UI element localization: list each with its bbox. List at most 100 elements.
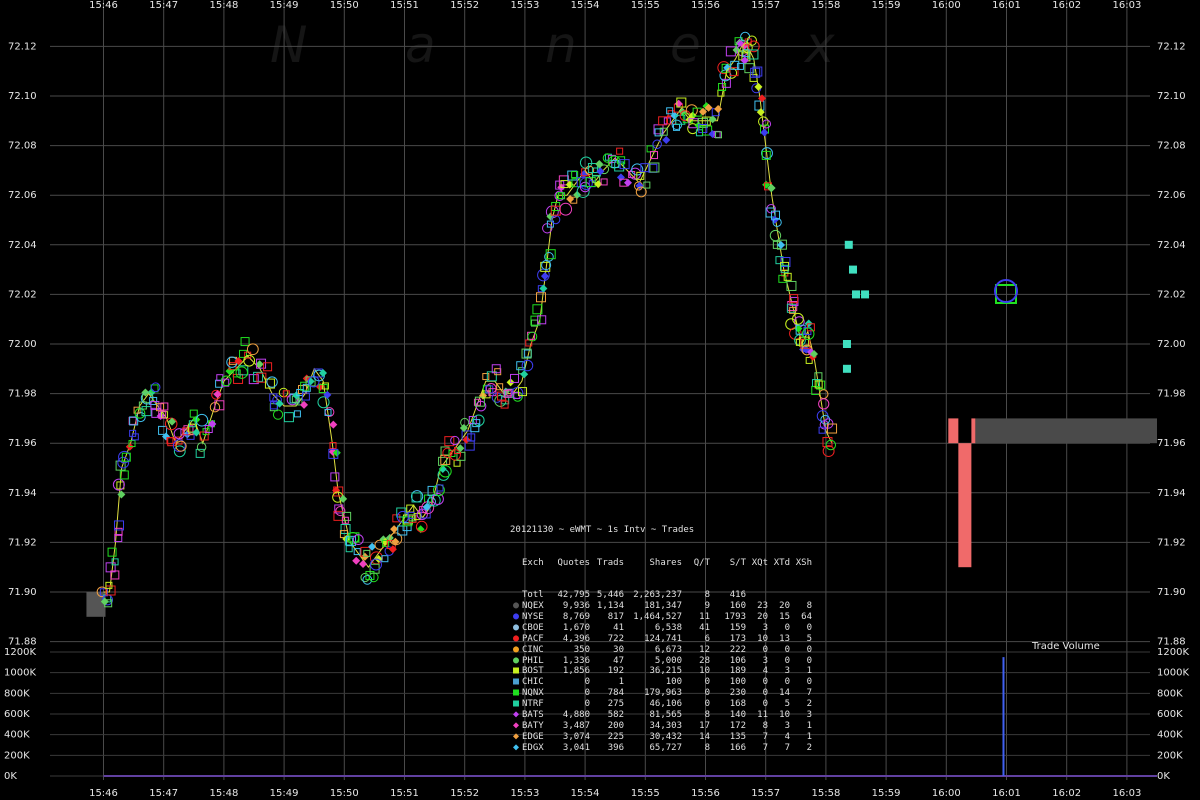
volume-tick-label: 400K [1157, 730, 1183, 741]
open-bar [86, 592, 106, 617]
trade-marker-square [636, 171, 645, 180]
y-tick-label: 72.04 [1157, 240, 1186, 251]
trade-marker-square [333, 486, 344, 497]
exchange-marker-icon: ◆ [512, 730, 520, 742]
trade-marker-square [195, 448, 205, 458]
stats-cell: 7 [762, 731, 768, 742]
trade-marker-diamond [161, 432, 170, 441]
stats-header-cell: Exch [522, 557, 544, 568]
trade-marker-square [121, 452, 131, 462]
stats-cell: 4,396 [562, 633, 590, 644]
trade-marker-diamond [323, 390, 332, 399]
stats-cell: 1 [806, 720, 812, 731]
stats-cell: 36,215 [649, 666, 682, 677]
trade-marker-diamond [698, 107, 707, 116]
stats-cell: 189 [729, 666, 746, 677]
trade-marker-square [330, 472, 340, 482]
stats-cell: NYSE [522, 612, 544, 622]
x-tick-label: 15:59 [872, 0, 901, 11]
x-tick-label: 15:49 [270, 788, 299, 799]
trade-marker-square [470, 423, 480, 433]
stats-cell: 8 [704, 710, 710, 721]
trade-marker-circle [235, 366, 249, 379]
trade-marker-square [570, 196, 578, 204]
x-axis-top: 15:46 15:47 15:48 15:49 15:50 15:51 15:52 15:53… [89, 0, 1141, 11]
stats-row: Totl 42,795 5,446 2,263,237 8 416 [510, 590, 812, 601]
trade-marker-square [818, 426, 826, 434]
trade-marker-square [105, 585, 116, 596]
stats-cell: 5 [784, 699, 790, 710]
watermark-letter: N [270, 16, 307, 74]
trade-marker-square [295, 398, 303, 406]
stats-cell: 14 [779, 688, 790, 699]
x-tick-label: 15:59 [872, 788, 901, 799]
trade-marker-square [811, 385, 821, 395]
trade-marker-square [158, 425, 168, 435]
trade-marker-square [141, 406, 152, 417]
y-tick-label: 71.96 [1157, 438, 1186, 449]
volume-tick-label: 200K [1157, 750, 1183, 761]
trade-marker-square [189, 409, 198, 418]
stats-cell: 166 [729, 742, 746, 753]
trade-marker-diamond [332, 448, 341, 457]
exchange-marker-icon: ◆ [512, 709, 520, 721]
stats-cell: 160 [729, 601, 746, 612]
trade-marker-square [730, 60, 740, 70]
trade-marker-square [467, 433, 476, 442]
trade-marker-diamond [255, 360, 264, 369]
trade-marker-square [540, 261, 551, 272]
exchange-marker-icon: ■ [512, 698, 520, 710]
trade-marker-circle [769, 229, 782, 242]
trade-marker-circle [442, 447, 453, 458]
y-tick-label: 72.00 [1157, 339, 1186, 350]
trade-marker-circle [360, 572, 370, 583]
stats-cell: 3,041 [562, 742, 590, 753]
x-tick-label: 15:46 [89, 0, 118, 11]
stats-cell: CINC [522, 644, 544, 655]
stats-cell: 135 [729, 731, 746, 742]
trade-marker-square [440, 454, 451, 465]
stats-cell: 65,727 [649, 742, 682, 753]
trade-marker-square [643, 181, 651, 189]
stats-cell: EDGX [522, 742, 544, 753]
trade-marker-diamond [390, 525, 399, 534]
trade-marker-circle [431, 493, 444, 505]
stats-header-cell: XQt [751, 557, 768, 568]
trade-marker-circle [801, 327, 815, 341]
x-tick-label: 15:47 [149, 788, 178, 799]
trade-volume-label: Trade Volume [1032, 641, 1100, 652]
trade-marker-square [771, 210, 781, 220]
trade-marker-circle [450, 435, 460, 446]
trade-marker-circle [823, 418, 834, 429]
trade-marker-square [105, 581, 113, 589]
trade-marker-diamond [275, 399, 284, 408]
trade-marker-square [324, 408, 332, 416]
late-trade-marker [842, 364, 851, 373]
stats-cell: 13 [779, 633, 790, 644]
stats-cell: 6,673 [654, 644, 682, 655]
x-tick-label: 15:54 [571, 788, 600, 799]
trade-marker-square [204, 424, 213, 433]
stats-cell: 140 [729, 710, 746, 721]
trade-marker-square [346, 535, 357, 546]
stats-cell: 173 [729, 633, 746, 644]
trade-marker-square [649, 162, 660, 173]
trade-marker-square [133, 406, 141, 414]
trade-marker-square [188, 420, 196, 428]
y-tick-label: 71.90 [8, 587, 37, 598]
trade-marker-diamond [540, 272, 549, 281]
trade-marker-square [345, 545, 353, 553]
trade-marker-circle [671, 119, 683, 131]
x-tick-label: 16:00 [932, 788, 961, 799]
trade-marker-diamond [213, 390, 222, 399]
y-tick-label: 71.98 [8, 389, 37, 400]
trade-marker-square [805, 356, 813, 364]
trade-marker-square [158, 410, 167, 419]
stats-cell: 11 [699, 612, 710, 622]
trade-marker-square [497, 391, 507, 401]
stats-cell: 7 [806, 688, 812, 699]
stats-header-cell: Trads [596, 557, 624, 568]
trade-marker-diamond [368, 542, 377, 551]
trade-marker-circle [762, 119, 772, 129]
volume-tick-label: 200K [4, 750, 30, 761]
